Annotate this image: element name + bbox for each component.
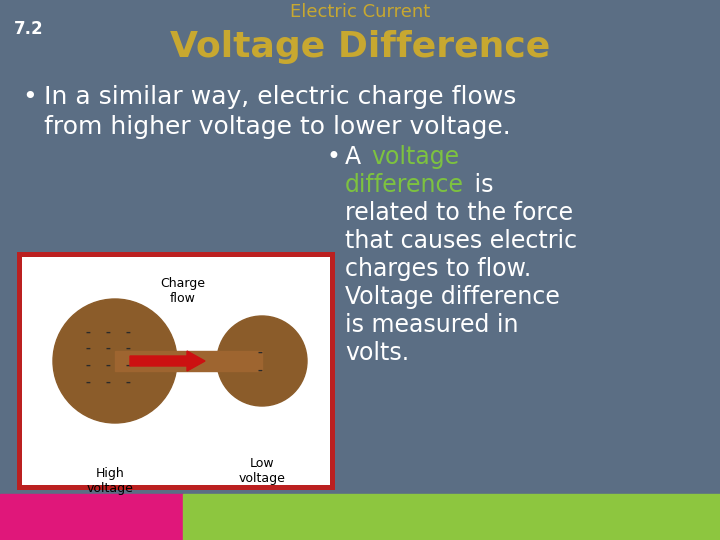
Text: –: – bbox=[106, 328, 110, 338]
Circle shape bbox=[53, 299, 177, 423]
Text: –: – bbox=[86, 344, 91, 354]
Bar bbox=[22, 257, 330, 485]
Bar bbox=[115, 351, 262, 371]
Text: is: is bbox=[467, 173, 493, 197]
Text: –: – bbox=[86, 361, 91, 371]
Text: High
voltage: High voltage bbox=[86, 467, 133, 495]
Text: A: A bbox=[345, 145, 369, 169]
Text: Charge
flow: Charge flow bbox=[161, 277, 205, 305]
Text: •: • bbox=[327, 145, 341, 169]
Text: –: – bbox=[106, 361, 110, 371]
Text: volts.: volts. bbox=[345, 341, 409, 365]
Text: –: – bbox=[125, 361, 130, 371]
Text: that causes electric: that causes electric bbox=[345, 229, 577, 253]
FancyArrow shape bbox=[130, 351, 205, 371]
Text: difference: difference bbox=[345, 173, 464, 197]
Text: Electric Current: Electric Current bbox=[290, 3, 430, 21]
Text: –: – bbox=[86, 378, 91, 388]
Text: is measured in: is measured in bbox=[345, 313, 518, 337]
Text: charges to flow.: charges to flow. bbox=[345, 257, 531, 281]
Text: –: – bbox=[125, 328, 130, 338]
Text: In a similar way, electric charge flows: In a similar way, electric charge flows bbox=[44, 85, 516, 109]
Text: Voltage Difference: Voltage Difference bbox=[170, 30, 550, 64]
Circle shape bbox=[217, 316, 307, 406]
Text: •: • bbox=[22, 85, 37, 109]
Text: –: – bbox=[125, 344, 130, 354]
Text: voltage: voltage bbox=[371, 145, 459, 169]
Text: 7.2: 7.2 bbox=[14, 20, 44, 38]
Bar bbox=[183, 494, 720, 540]
Text: Low
voltage: Low voltage bbox=[238, 457, 285, 485]
Text: from higher voltage to lower voltage.: from higher voltage to lower voltage. bbox=[44, 115, 510, 139]
Text: –: – bbox=[258, 366, 262, 376]
Text: –: – bbox=[106, 378, 110, 388]
Bar bbox=[17, 252, 335, 490]
Text: related to the force: related to the force bbox=[345, 201, 573, 225]
Text: –: – bbox=[125, 378, 130, 388]
Bar bbox=[0, 494, 183, 540]
Text: –: – bbox=[106, 344, 110, 354]
Text: –: – bbox=[258, 348, 262, 358]
Text: Voltage difference: Voltage difference bbox=[345, 285, 560, 309]
Text: –: – bbox=[86, 328, 91, 338]
